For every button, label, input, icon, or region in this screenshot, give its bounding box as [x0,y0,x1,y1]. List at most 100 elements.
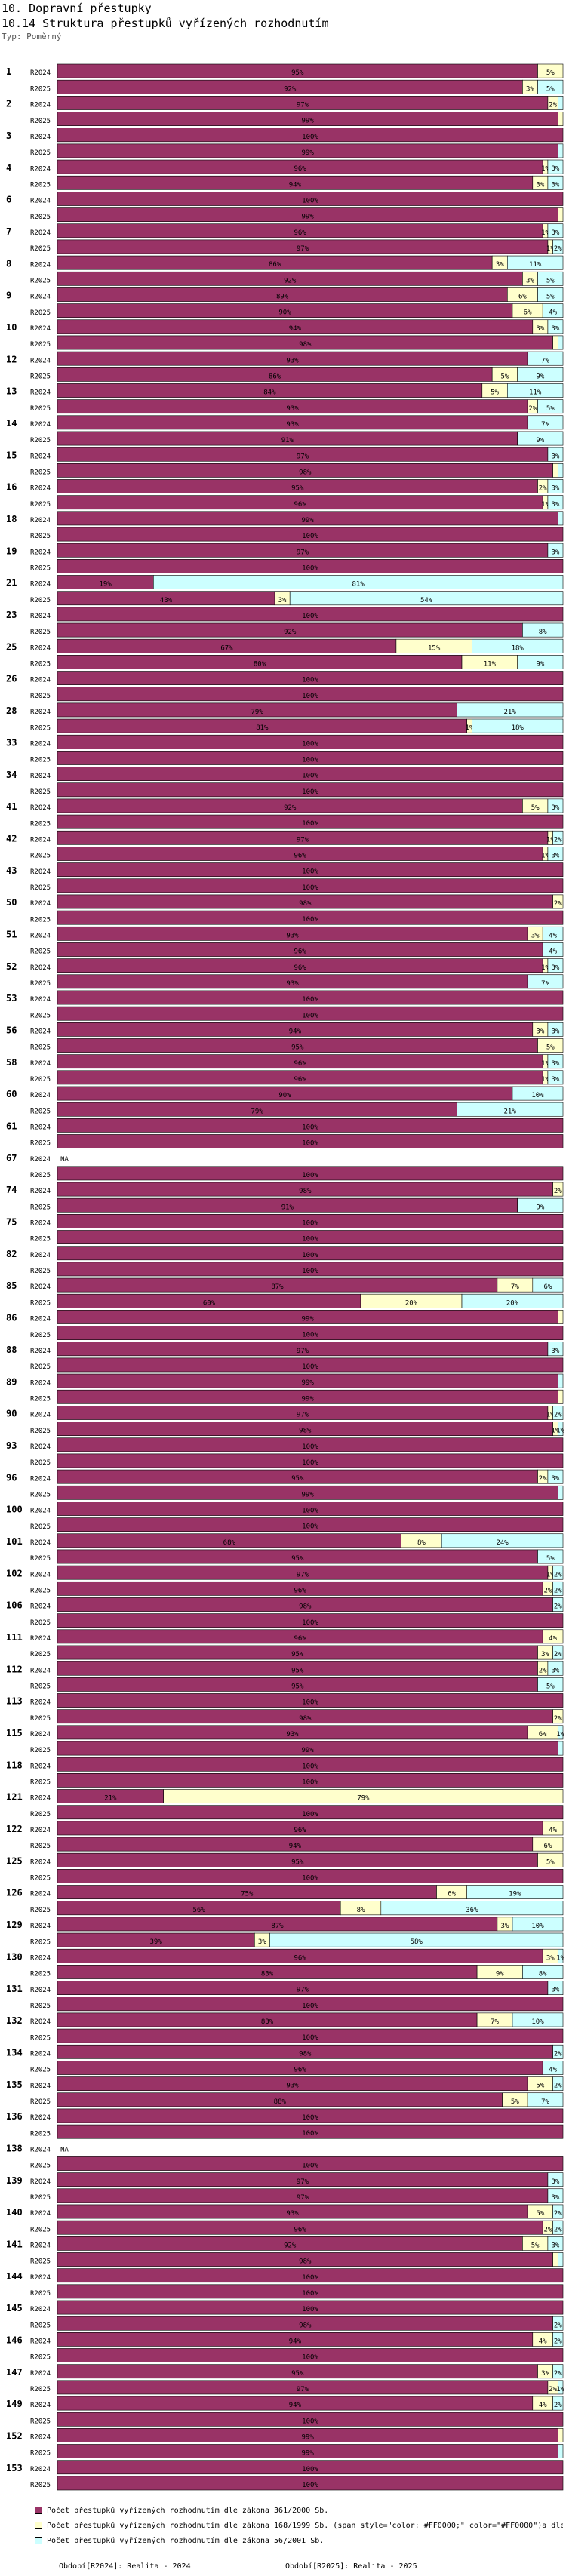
data-label: 99% [302,2433,315,2441]
data-label: 24% [496,1539,509,1547]
data-label: 2% [554,2050,562,2058]
data-label: 99% [302,1395,315,1403]
bar-segment-series-1 [57,862,564,878]
data-label: 100% [302,1219,318,1227]
data-label: 100% [302,1124,318,1131]
row-label: R2024 [30,229,51,237]
row-label: R2024 [30,1316,51,1323]
row-label: R2024 [30,1028,51,1036]
row-label: R2025 [30,501,51,509]
data-label: 7% [541,2098,549,2106]
data-label: 5% [546,1044,555,1052]
group-label: 113 [6,1696,23,1707]
row-label: R2024 [30,804,51,812]
row-label: R2025 [30,2226,51,2233]
data-label: 4% [549,948,557,956]
data-label: 96% [294,229,306,237]
data-label: 100% [302,2003,318,2010]
data-label: 5% [546,1555,555,1563]
bar-segment-series-3 [542,303,564,318]
bar-segment-series-1 [57,2348,564,2362]
data-label: 98% [299,341,312,349]
data-label: 100% [302,1508,318,1515]
row-label: R2024 [30,2306,51,2313]
bar-segment-series-1 [57,2460,564,2475]
group-label: 125 [6,1855,23,1866]
data-label: 3% [541,2370,549,2378]
bar-segment-series-2 [552,463,558,478]
bar-segment-series-3 [557,143,564,158]
data-label: 100% [302,1236,318,1243]
row-label: R2024 [30,1539,51,1547]
footer-period-2024: Období[R2024]: Realita - 2024 [59,2562,191,2571]
data-label: 93% [286,405,299,413]
group-label: 25 [6,641,17,652]
bar-segment-series-3 [547,1022,564,1037]
data-label: 90% [278,1092,291,1099]
group-label: 50 [6,897,17,908]
data-label: 18% [512,724,524,732]
data-label: 87% [271,1283,284,1291]
data-label: 92% [284,2242,297,2249]
data-label: 100% [302,2482,318,2489]
bar-segment-series-3 [557,511,564,526]
bar-segment-series-3 [506,255,564,270]
data-label: 2% [554,1603,562,1611]
row-label: R2024 [30,325,51,333]
data-label: 21% [104,1795,117,1803]
bar-segment-series-3 [380,1901,564,1916]
data-label: 36% [466,1907,478,1914]
data-label: 97% [297,2194,309,2202]
data-label: 96% [294,1635,306,1643]
row-label: R2024 [30,2466,51,2473]
group-label: 19 [6,546,17,556]
data-label: 5% [546,85,555,93]
group-label: 130 [6,1951,23,1962]
data-label: 100% [302,868,318,876]
bar-segment-series-3 [547,175,564,190]
row-label: R2025 [30,2163,51,2170]
bar-segment-series-1 [57,1757,564,1772]
row-label: R2024 [30,1508,51,1515]
bar-segment-series-3 [153,575,564,589]
row-label: R2024 [30,1220,51,1228]
data-label: 8% [417,1539,426,1547]
row-label: R2025 [30,309,51,317]
row-label: R2024 [30,1571,51,1578]
bar-segment-series-3 [517,367,564,382]
data-label: 100% [302,1172,318,1179]
data-label: 3% [526,277,534,284]
data-label: 97% [297,1571,309,1578]
data-label: 100% [302,1875,318,1883]
row-label: R2024 [30,165,51,173]
row-label: R2024 [30,134,51,141]
bar-segment-series-3 [506,383,564,398]
bar-segment-series-3 [547,1342,564,1357]
data-label: 100% [302,1699,318,1707]
row-label: R2025 [30,1428,51,1435]
data-label: 1% [541,1076,549,1084]
data-label: 100% [302,1763,318,1770]
bar-segment-series-1 [57,1006,564,1021]
bar-segment-series-3 [557,1485,564,1500]
data-label: 98% [299,1188,312,1195]
data-label: 1% [556,1731,564,1738]
bar-segment-series-1 [57,1997,564,2012]
data-label: 10% [531,1923,544,1930]
data-label: 6% [539,1731,547,1738]
bar-segment-series-2 [552,894,564,909]
data-label: 93% [286,932,299,939]
data-label: 75% [241,1891,254,1898]
row-label: R2025 [30,2194,51,2202]
data-label: 3% [552,1475,560,1483]
data-label: 99% [302,1491,315,1499]
bar-segment-series-3 [547,2236,564,2251]
row-label: R2025 [30,1236,51,1243]
bar-segment-series-3 [517,655,564,669]
data-label: 98% [299,1428,312,1435]
data-label: 2% [554,2402,562,2409]
data-label: 100% [302,1811,318,1818]
data-label: 94% [289,181,302,189]
data-label: 3% [552,1348,560,1355]
data-label: 3% [278,597,287,604]
